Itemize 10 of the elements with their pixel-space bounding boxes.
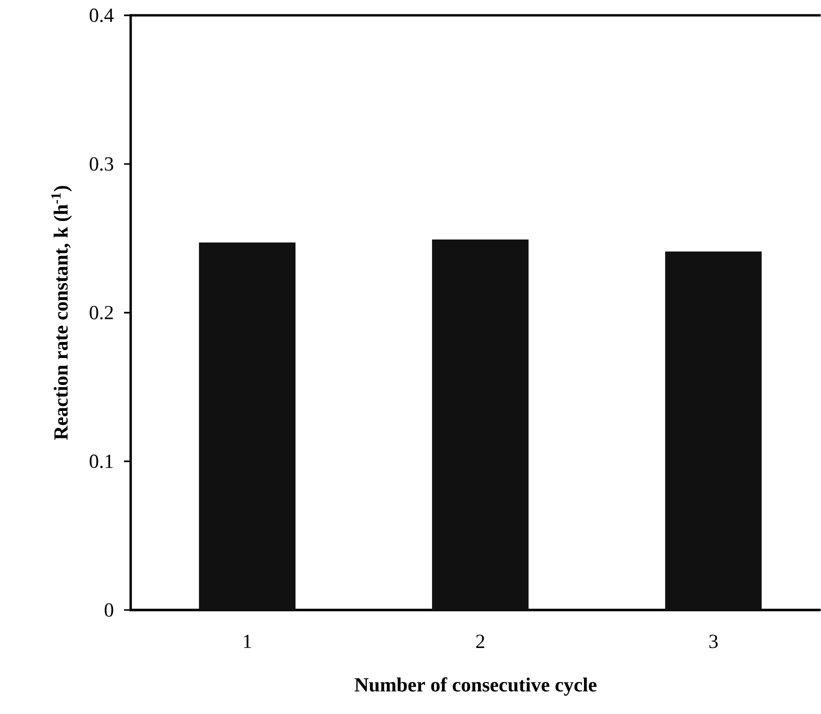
x-axis-title: Number of consecutive cycle: [354, 677, 596, 696]
y-tick-label: 0.2: [90, 306, 113, 320]
x-tick-label: 1: [244, 634, 252, 648]
y-tick-label: 0.3: [90, 157, 114, 171]
x-tick-label: 2: [476, 634, 484, 648]
y-tick-label: 0.4: [90, 8, 114, 22]
y-tick-label: 0.1: [90, 454, 113, 468]
y-axis-title: Reaction rate constant, k (h$^{-1}$): [51, 186, 72, 440]
x-tick-label: 3: [709, 634, 718, 648]
y-tick-label: 0: [104, 603, 114, 617]
